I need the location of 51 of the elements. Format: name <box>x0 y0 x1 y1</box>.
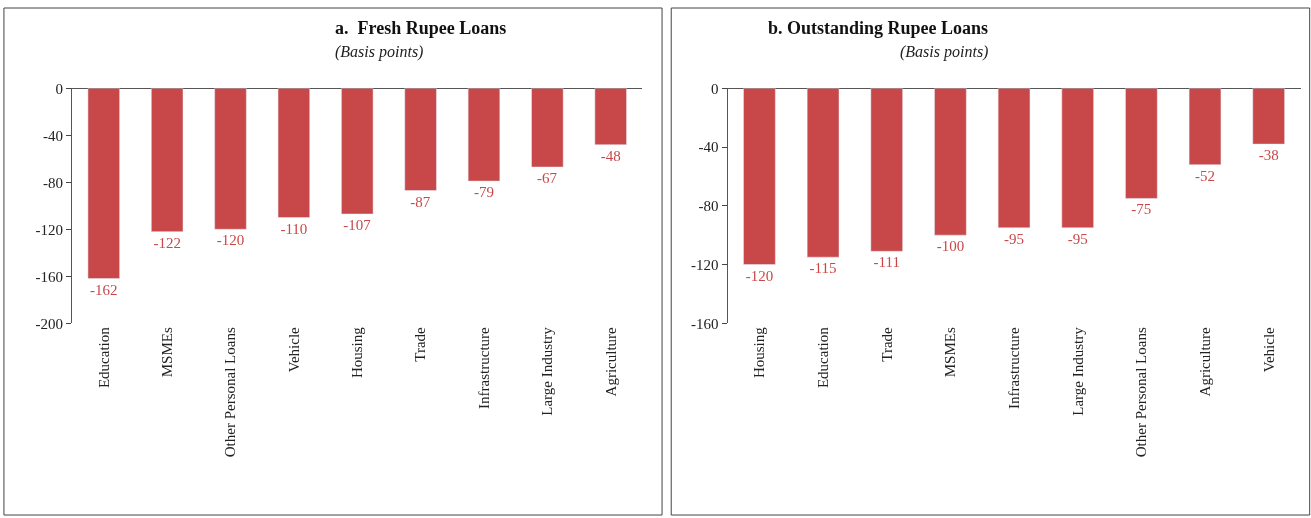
y-tick-label: -80 <box>43 174 64 191</box>
data-label: -67 <box>537 170 558 187</box>
x-tick-label: Trade <box>412 326 429 362</box>
x-tick-label: Vehicle <box>1260 326 1277 373</box>
y-tick-label: 0 <box>711 80 719 97</box>
chart-subtitle: (Basis points) <box>900 43 989 61</box>
data-label: -95 <box>1067 230 1088 247</box>
data-label: -75 <box>1131 201 1152 218</box>
x-tick-label: Vehicle <box>285 326 302 373</box>
x-tick-label: Housing <box>751 326 768 379</box>
x-tick-label: Infrastructure <box>475 326 492 409</box>
x-tick-label: Large Industry <box>1069 326 1086 416</box>
chart-title: a. Fresh Rupee Loans <box>335 18 507 38</box>
data-label: -100 <box>936 238 965 255</box>
data-label: -107 <box>343 217 372 234</box>
data-label: -95 <box>1004 230 1025 247</box>
data-label: -120 <box>745 267 774 284</box>
x-tick-label: Agriculture <box>1196 326 1213 397</box>
chart-subtitle: (Basis points) <box>335 43 424 61</box>
y-tick-label: -80 <box>698 198 719 215</box>
x-tick-label: Infrastructure <box>1005 326 1022 409</box>
y-tick-label: -120 <box>691 256 719 273</box>
data-label: -162 <box>90 281 118 298</box>
y-tick-label: -200 <box>35 315 64 332</box>
data-label: -52 <box>1195 167 1216 184</box>
x-tick-label: Other Personal Loans <box>222 327 239 458</box>
y-tick-label: -40 <box>43 127 64 144</box>
chart-title: b. Outstanding Rupee Loans <box>768 18 989 38</box>
x-tick-label: Trade <box>878 326 895 362</box>
data-label: -115 <box>809 260 837 277</box>
x-tick-label: MSMEs <box>942 327 959 378</box>
data-label: -110 <box>280 220 308 237</box>
data-label: -87 <box>410 193 431 210</box>
data-label: -79 <box>473 184 494 201</box>
y-tick-label: -120 <box>35 221 64 238</box>
data-label: -122 <box>153 234 181 251</box>
data-label: -38 <box>1258 147 1279 164</box>
x-tick-label: Education <box>814 326 831 389</box>
y-tick-label: -160 <box>691 315 719 332</box>
data-label: -111 <box>873 254 900 271</box>
y-tick-label: -40 <box>698 139 719 156</box>
data-label: -48 <box>600 147 621 164</box>
x-tick-label: Housing <box>349 326 366 379</box>
x-tick-label: Agriculture <box>602 326 619 397</box>
x-tick-label: Education <box>95 326 112 389</box>
y-tick-label: 0 <box>55 80 64 97</box>
y-tick-label: -160 <box>35 268 64 285</box>
x-tick-label: Other Personal Loans <box>1133 327 1150 458</box>
x-tick-label: MSMEs <box>159 327 176 378</box>
x-tick-label: Large Industry <box>539 326 556 416</box>
data-label: -120 <box>216 232 245 249</box>
